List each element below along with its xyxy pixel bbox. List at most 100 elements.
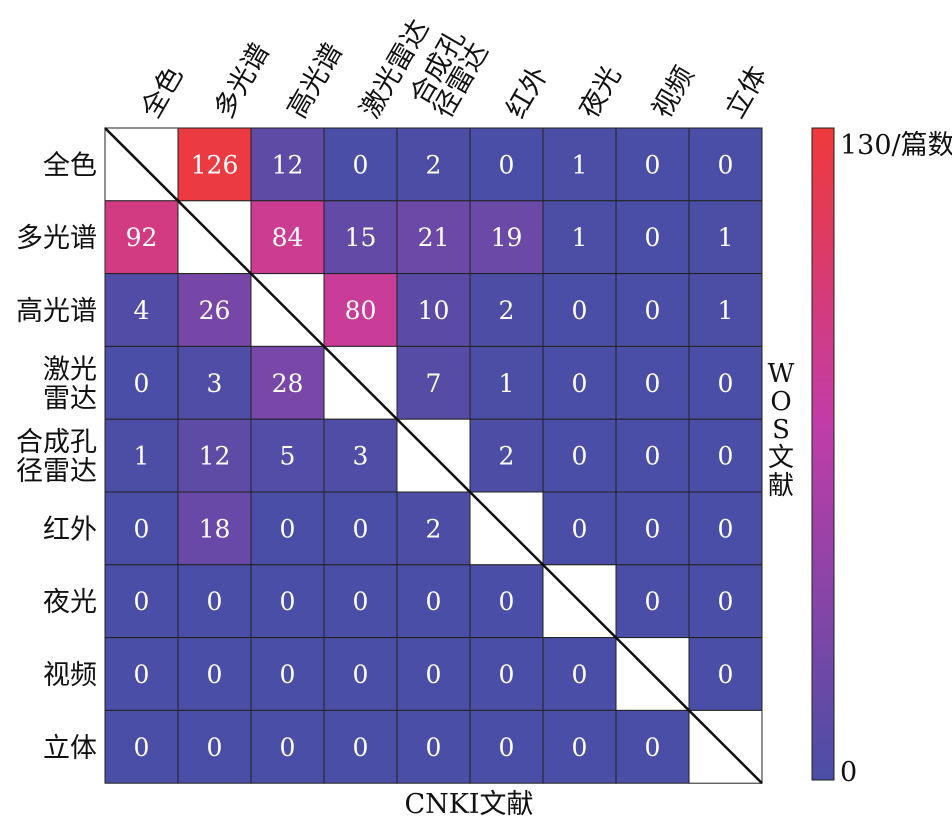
cell-value-label: 10 — [418, 296, 450, 325]
column-label-text: 立体 — [720, 61, 774, 123]
heatmap-cell — [688, 418, 763, 493]
cell-value-label: 80 — [345, 296, 377, 325]
heatmap-cell — [104, 418, 179, 493]
cell-value-label: 0 — [572, 660, 588, 689]
cell-value-label: 0 — [353, 733, 369, 762]
cell-value-label: 0 — [572, 733, 588, 762]
column-label: 夜光 — [574, 61, 628, 123]
cell-value-label: 0 — [280, 514, 296, 543]
cell-value-label: 5 — [280, 442, 296, 471]
cell-value-label: 0 — [134, 514, 150, 543]
heatmap-cell — [469, 418, 544, 493]
cell-value-label: 3 — [353, 442, 369, 471]
cell-value-label: 1 — [718, 223, 734, 252]
heatmap-cell — [688, 127, 763, 202]
cell-value-label: 0 — [572, 514, 588, 543]
cell-value-label: 0 — [426, 587, 442, 616]
heatmap-cell — [323, 200, 398, 275]
heatmap-cell — [396, 200, 471, 275]
heatmap-cell — [104, 637, 179, 711]
cell-value-label: 0 — [499, 587, 515, 616]
cell-value-label: 0 — [718, 442, 734, 471]
cell-value-label: 28 — [272, 369, 304, 398]
heatmap-cell — [615, 345, 690, 420]
cell-value-label: 0 — [353, 587, 369, 616]
row-label: 径雷达 — [16, 456, 97, 487]
cell-value-label: 0 — [645, 442, 661, 471]
cell-value-label: 0 — [718, 514, 734, 543]
heatmap-cell — [469, 637, 544, 711]
heatmap-cell — [469, 200, 544, 275]
heatmap-cell — [542, 418, 617, 493]
cell-value-label: 2 — [499, 442, 515, 471]
cell-value-label: 0 — [645, 369, 661, 398]
heatmap-cell — [177, 709, 252, 784]
heatmap-cell — [250, 564, 325, 639]
heatmap-cell — [250, 491, 325, 566]
cell-value-label: 1 — [572, 223, 588, 252]
cell-value-label: 0 — [426, 733, 442, 762]
cell-value-label: 26 — [199, 296, 231, 325]
heatmap-cell — [177, 127, 252, 202]
cell-value-label: 0 — [718, 587, 734, 616]
heatmap-cell — [396, 637, 471, 711]
column-label: 红外 — [501, 61, 555, 123]
column-label-text: 夜光 — [574, 61, 628, 123]
cell-value-label: 0 — [353, 660, 369, 689]
row-label: 激光 — [43, 354, 97, 385]
heatmap-cell — [542, 709, 617, 784]
row-label: 夜光 — [43, 587, 97, 618]
cell-value-label: 21 — [418, 223, 450, 252]
heatmap-cell — [104, 345, 179, 420]
column-label-text: 高光谱 — [282, 38, 349, 124]
cell-value-label: 0 — [353, 150, 369, 179]
cell-value-label: 92 — [126, 223, 158, 252]
cell-value-label: 7 — [426, 369, 442, 398]
cell-value-label: 0 — [134, 369, 150, 398]
cell-value-label: 84 — [272, 223, 304, 252]
column-label: 立体 — [720, 61, 774, 123]
heatmap-cell — [177, 345, 252, 420]
column-label-text: 全色 — [136, 61, 190, 123]
heatmap-cell — [469, 709, 544, 784]
heatmap-cell — [469, 345, 544, 420]
heatmap-cell — [688, 200, 763, 275]
column-label: 高光谱 — [282, 38, 349, 124]
cell-value-label: 0 — [353, 514, 369, 543]
cell-value-label: 3 — [207, 369, 223, 398]
heatmap-cell — [323, 491, 398, 566]
heatmap-cell — [688, 345, 763, 420]
cell-value-label: 0 — [645, 296, 661, 325]
cell-value-label: 0 — [207, 587, 223, 616]
heatmap-cell — [396, 273, 471, 347]
cell-value-label: 2 — [426, 150, 442, 179]
row-label: 雷达 — [43, 383, 97, 414]
heatmap-cell — [323, 273, 398, 347]
cell-value-label: 1 — [718, 296, 734, 325]
cell-value-label: 0 — [572, 369, 588, 398]
cell-value-label: 0 — [280, 733, 296, 762]
cell-value-label: 0 — [134, 733, 150, 762]
y-axis-title-char: 文 — [767, 443, 794, 473]
cell-value-label: 0 — [499, 150, 515, 179]
cell-value-label: 0 — [718, 369, 734, 398]
heatmap-cell — [250, 127, 325, 202]
cell-value-label: 0 — [499, 733, 515, 762]
heatmap-cell — [615, 273, 690, 347]
cell-value-label: 0 — [280, 587, 296, 616]
cell-value-label: 2 — [426, 514, 442, 543]
row-label: 视频 — [43, 660, 97, 691]
heatmap-cell — [177, 491, 252, 566]
colorbar-min-label: 0 — [840, 757, 857, 788]
y-axis-title-char: O — [770, 387, 792, 417]
cell-value-label: 4 — [134, 296, 150, 325]
diagonal-line — [104, 127, 763, 785]
y-axis-title-char: S — [772, 415, 790, 445]
heatmap-cell — [469, 273, 544, 347]
row-label: 红外 — [43, 514, 97, 545]
cell-value-label: 0 — [426, 660, 442, 689]
heatmap-cell — [688, 491, 763, 566]
cell-value-label: 0 — [645, 587, 661, 616]
